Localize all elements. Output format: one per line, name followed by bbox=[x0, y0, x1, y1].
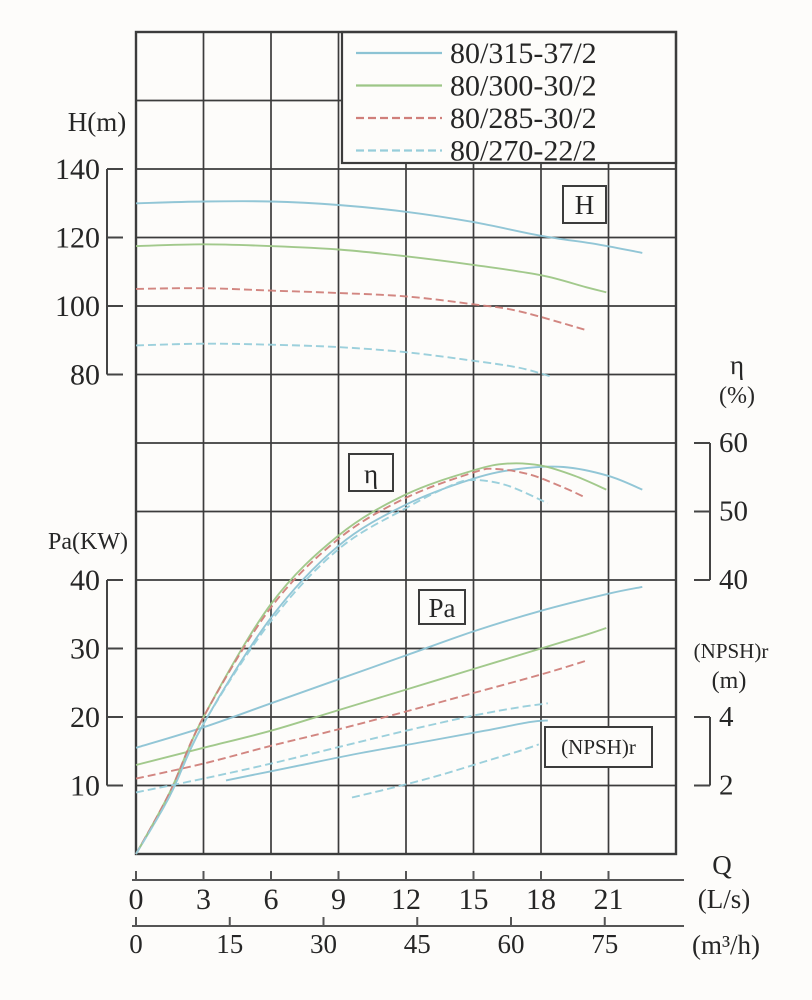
q-axis-ls-tick-label: 3 bbox=[196, 883, 211, 916]
curve-H-80/270-22/2 bbox=[135, 342, 551, 378]
eta-axis-tick-label: 60 bbox=[719, 427, 748, 459]
curve-label-Pa-box bbox=[418, 589, 466, 625]
q-axis-m3h-tick-label: 0 bbox=[129, 929, 143, 959]
npshr-axis-title: (NPSH)r bbox=[694, 639, 769, 663]
legend-label: 80/285-30/2 bbox=[450, 102, 597, 135]
curve-label-H: H bbox=[562, 185, 607, 224]
q-axis-units-m3h: (m³/h) bbox=[692, 930, 760, 960]
curve-eta-80/270-22/2 bbox=[135, 479, 549, 855]
legend: 80/315-37/2 80/300-30/2 80/285-30/2 80/2… bbox=[356, 37, 597, 168]
legend-label: 80/300-30/2 bbox=[450, 70, 597, 103]
eta-axis-units: (%) bbox=[719, 383, 755, 409]
legend-entry: 80/285-30/2 bbox=[356, 102, 597, 135]
curve-npsh-80/315-37/2 bbox=[225, 719, 548, 782]
eta-axis-tick-label: 50 bbox=[719, 496, 748, 528]
q-axis-m3h-tick-label: 30 bbox=[310, 929, 337, 959]
npshr-axis-units: (m) bbox=[712, 668, 747, 694]
curve-npsh-80/270-22/2 bbox=[351, 743, 540, 799]
q-axis-m3h-tick-label: 60 bbox=[498, 929, 525, 959]
pa-axis-tick-label: 20 bbox=[70, 701, 100, 734]
legend-entry: 80/300-30/2 bbox=[356, 70, 597, 103]
h-axis-title: H(m) bbox=[68, 107, 126, 137]
grid-lines bbox=[136, 32, 676, 854]
q-axis-title: Q bbox=[712, 850, 732, 880]
q-axis-ls-tick-label: 6 bbox=[264, 883, 279, 916]
curve-H-80/285-30/2 bbox=[135, 287, 587, 331]
pa-axis-tick-label: 40 bbox=[70, 564, 100, 597]
curve-label-Pa-text: Pa bbox=[429, 593, 456, 623]
q-axis-m3h-tick-label: 75 bbox=[591, 929, 618, 959]
q-axis-m3h-tick-label: 45 bbox=[404, 929, 431, 959]
curve-H-80/315-37/2 bbox=[135, 200, 643, 254]
q-axis-ls-tick-label: 0 bbox=[129, 883, 144, 916]
legend-label: 80/315-37/2 bbox=[450, 37, 597, 70]
curve-label-eta-text: η bbox=[364, 459, 378, 489]
h-axis-tick-label: 80 bbox=[70, 359, 100, 392]
h-axis-tick-label: 100 bbox=[55, 290, 100, 323]
curve-label-NPSHr: (NPSH)r bbox=[544, 726, 653, 768]
curve-eta-80/315-37/2 bbox=[135, 465, 643, 855]
q-axis-ls-tick-label: 12 bbox=[391, 883, 421, 916]
pa-axis-tick-label: 10 bbox=[70, 770, 100, 803]
q-axis-ls-tick-label: 21 bbox=[594, 883, 624, 916]
curve-label-NPSHr-box bbox=[544, 726, 653, 768]
h-axis-tick-label: 140 bbox=[55, 153, 100, 186]
curve-eta-80/285-30/2 bbox=[135, 467, 587, 855]
curve-label-H-box bbox=[562, 185, 607, 224]
pa-axis-title: Pa(KW) bbox=[48, 529, 128, 555]
eta-axis-tick-label: 40 bbox=[719, 564, 748, 596]
eta-axis-title: η bbox=[730, 350, 744, 380]
curve-label-H-text: H bbox=[575, 190, 595, 220]
legend-label: 80/270-22/2 bbox=[450, 135, 597, 168]
h-axis-tick-label: 120 bbox=[55, 222, 100, 255]
plot-border bbox=[134, 30, 678, 856]
q-axis-ls-tick-label: 9 bbox=[331, 883, 346, 916]
curve-Pa-80/300-30/2 bbox=[135, 627, 607, 766]
curve-label-NPSHr-text: (NPSH)r bbox=[561, 735, 636, 759]
curve-label-Pa: Pa bbox=[418, 589, 466, 625]
curve-H-80/300-30/2 bbox=[135, 243, 607, 294]
curve-Pa-80/285-30/2 bbox=[135, 659, 587, 780]
q-axis-ls-tick-label: 18 bbox=[526, 883, 556, 916]
pa-axis-tick-label: 30 bbox=[70, 633, 100, 666]
curve-Pa-80/315-37/2 bbox=[135, 585, 643, 749]
npshr-axis-tick-label: 2 bbox=[719, 770, 734, 802]
npshr-axis-tick-label: 4 bbox=[719, 701, 734, 733]
legend-entry: 80/315-37/2 bbox=[356, 37, 597, 70]
legend-entry: 80/270-22/2 bbox=[356, 135, 597, 168]
curves bbox=[135, 200, 643, 855]
curve-label-eta: η bbox=[348, 453, 394, 492]
q-axis-m3h-tick-label: 15 bbox=[216, 929, 243, 959]
q-axis-ls-tick-label: 15 bbox=[459, 883, 489, 916]
q-axis-units-ls: (L/s) bbox=[698, 884, 750, 914]
curve-label-eta-box bbox=[348, 453, 394, 492]
curve-Pa-80/270-22/2 bbox=[135, 702, 548, 794]
